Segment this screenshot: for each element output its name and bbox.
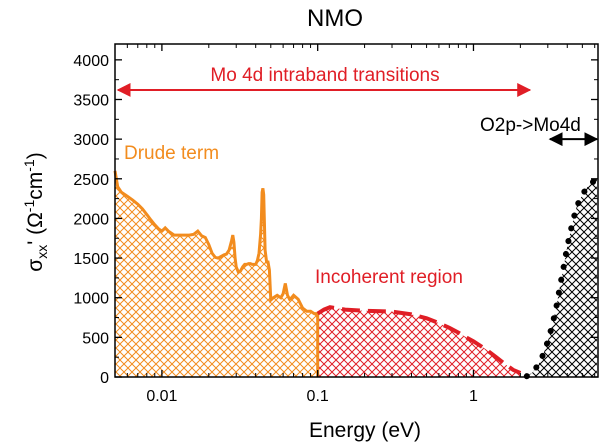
axis-tick-labels: 0 500 1000 1500 2000 2500 3000 3500 4000 0.01 0.1 1 bbox=[73, 53, 478, 405]
chart-title: NMO bbox=[307, 5, 363, 32]
drude-term-annotation: Drude term bbox=[124, 143, 219, 164]
o2p-mo4d-area bbox=[526, 176, 597, 377]
o2p-mo4d-annotation: O2p->Mo4d bbox=[480, 115, 581, 136]
x-tick-label: 0.01 bbox=[146, 388, 177, 405]
y-tick-label: 3000 bbox=[73, 132, 109, 149]
y-tick-label: 1500 bbox=[73, 251, 109, 268]
drude-term-curve bbox=[113, 170, 318, 316]
y-tick-label: 4000 bbox=[73, 53, 109, 70]
drude-term-area bbox=[115, 170, 318, 377]
y-tick-label: 2500 bbox=[73, 172, 109, 189]
y-tick-label: 1000 bbox=[73, 291, 109, 308]
incoherent-region-curve bbox=[316, 305, 522, 375]
o2p-mo4d-curve bbox=[523, 173, 600, 380]
y-tick-label: 500 bbox=[82, 330, 109, 347]
plot-frame bbox=[114, 43, 599, 378]
x-axis-label: Energy (eV) bbox=[309, 419, 421, 442]
axis-ticks bbox=[115, 44, 598, 378]
y-tick-label: 2000 bbox=[73, 211, 109, 228]
intraband-annotation: Mo 4d intraband transitions bbox=[210, 65, 439, 86]
y-axis-label: σxx' (Ω-1cm-1) bbox=[21, 152, 50, 271]
incoherent-region-area bbox=[317, 307, 521, 377]
y-tick-label: 0 bbox=[100, 370, 109, 387]
x-tick-label: 0.1 bbox=[307, 388, 329, 405]
x-tick-label: 1 bbox=[469, 388, 478, 405]
incoherent-region-annotation: Incoherent region bbox=[315, 267, 463, 288]
y-tick-label: 3500 bbox=[73, 93, 109, 110]
